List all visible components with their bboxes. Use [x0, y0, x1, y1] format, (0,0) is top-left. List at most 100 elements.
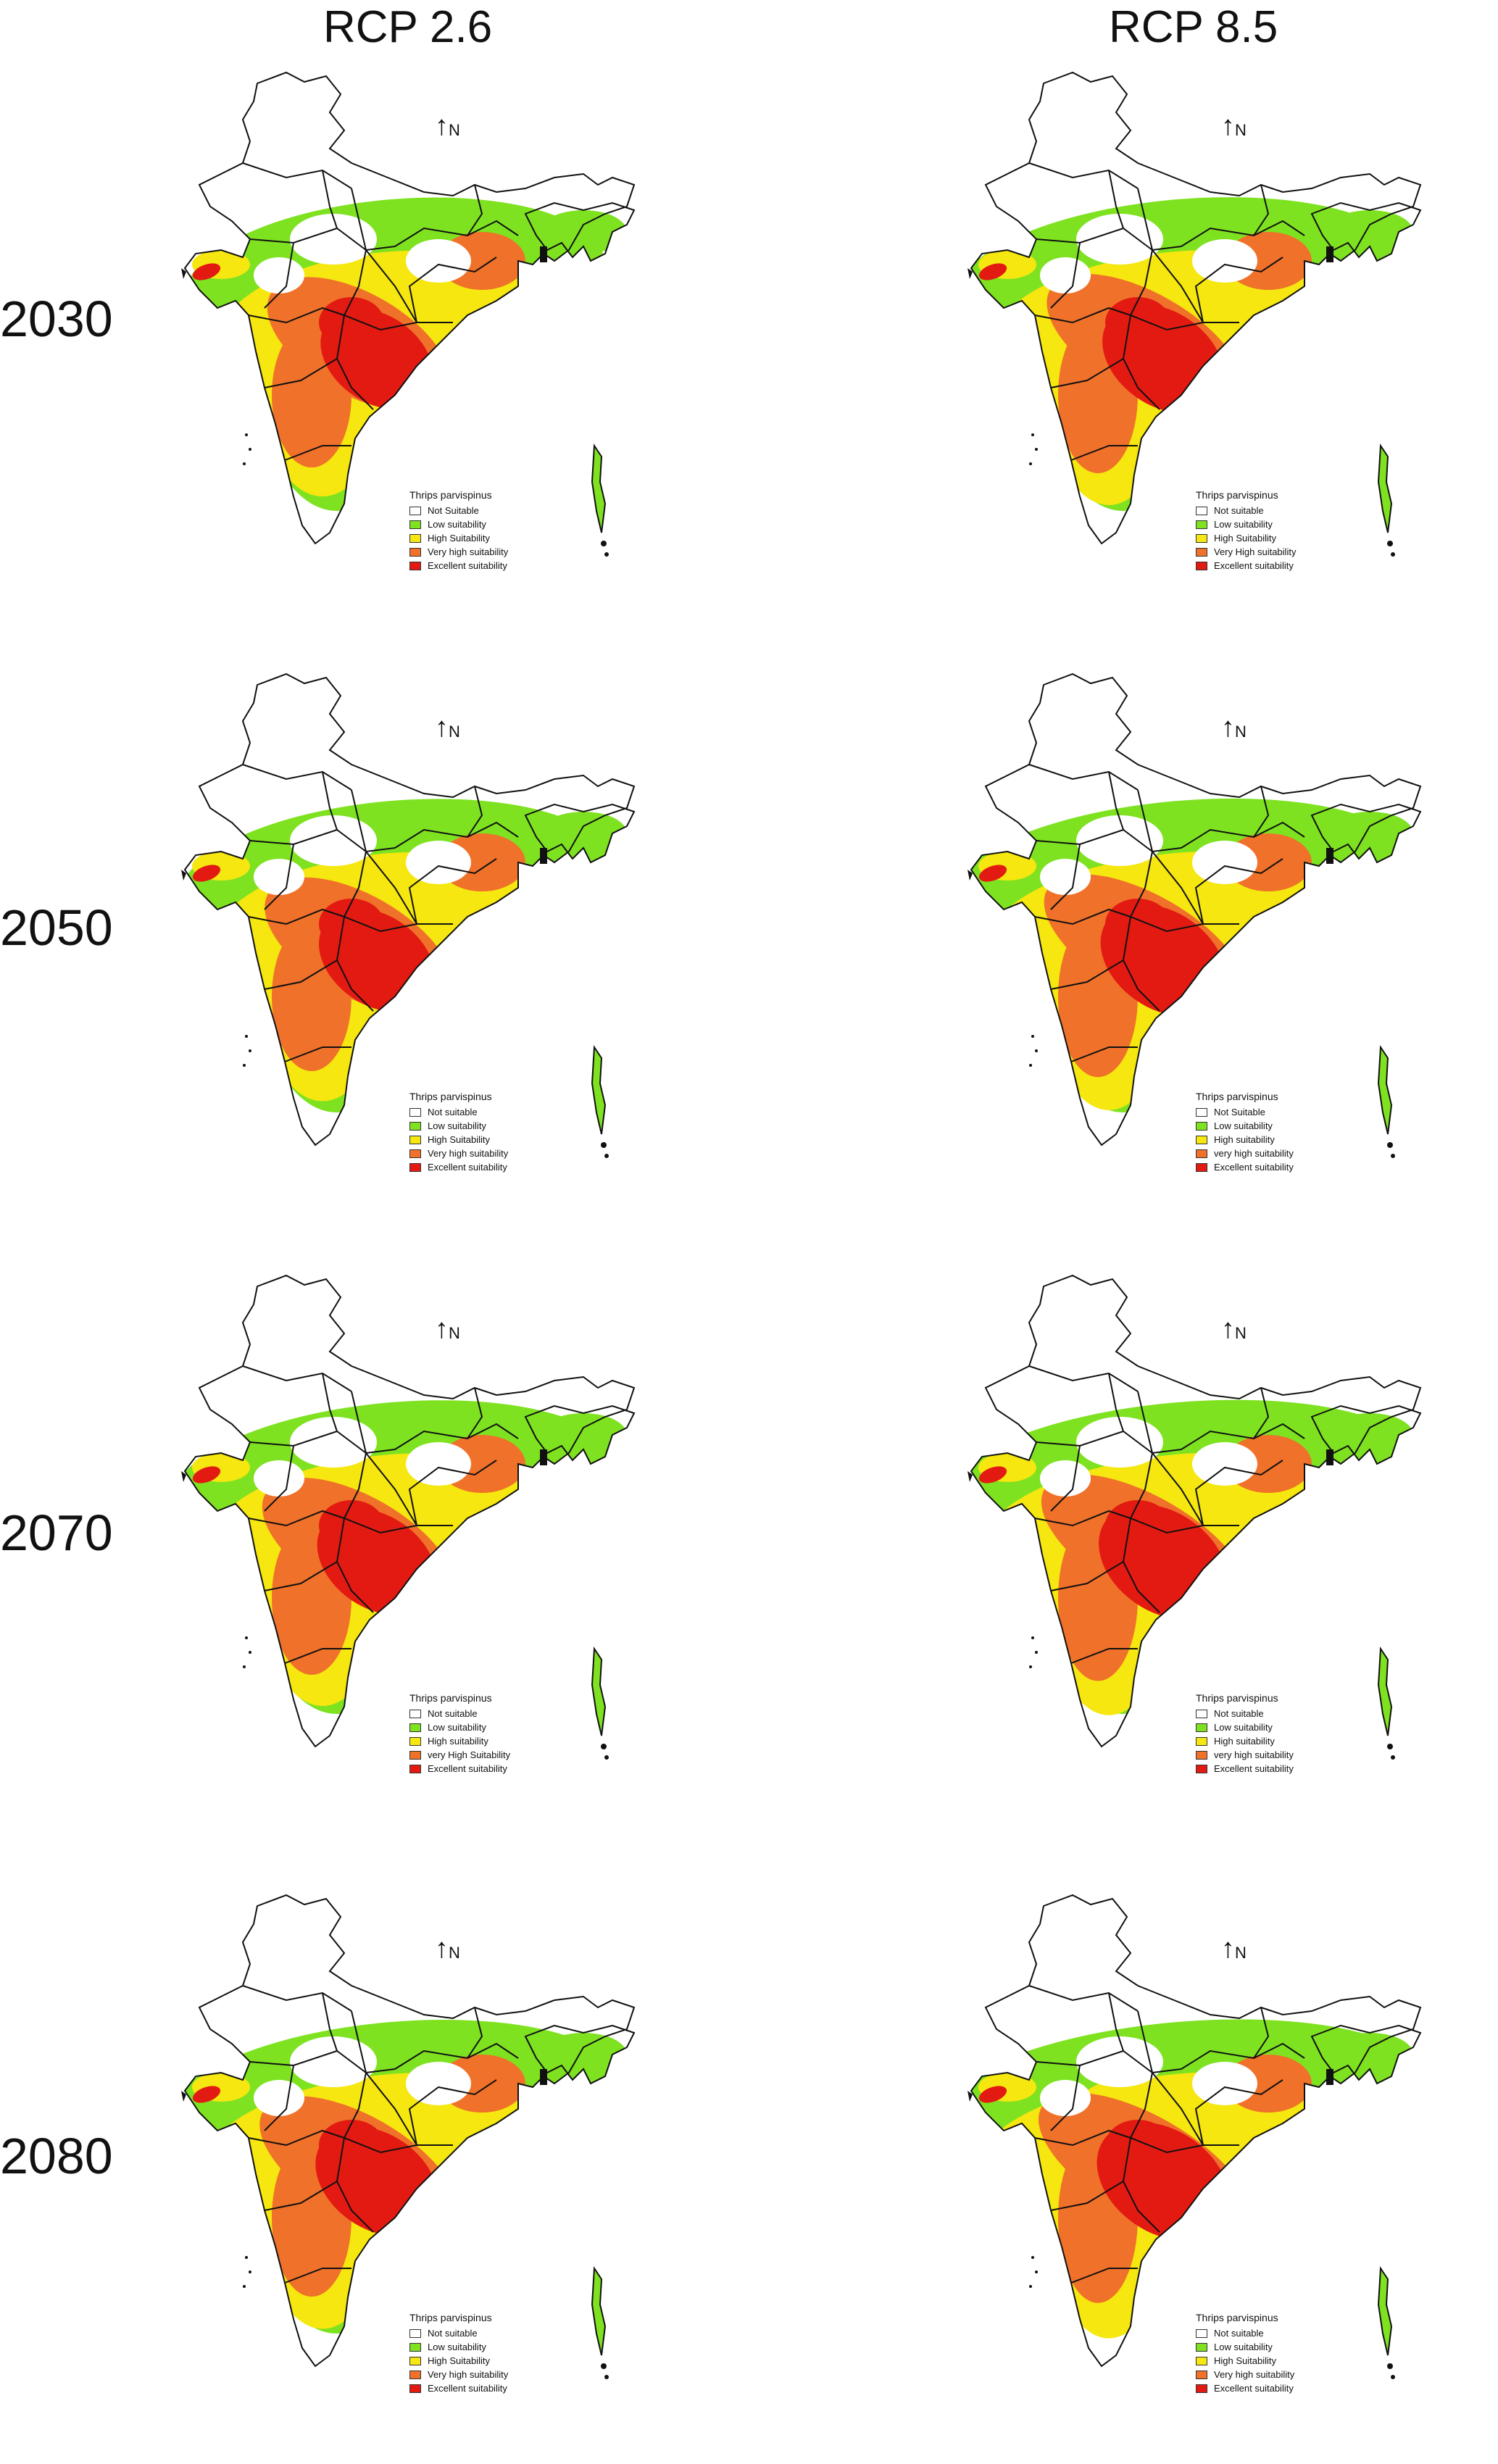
legend-item: very high suitability [1196, 1748, 1294, 1762]
suitability-map [968, 1894, 1422, 2379]
year-label-2080: 2080 [0, 2128, 113, 2184]
north-label: N [1235, 1944, 1247, 1962]
legend-label: Excellent suitability [428, 1162, 507, 1173]
legend-item: Not suitable [1196, 1707, 1294, 1720]
north-arrow: ↑N [435, 714, 460, 741]
north-arrow: ↑N [435, 112, 460, 140]
legend-swatch [1196, 1121, 1207, 1131]
column-title-rcp85: RCP 8.5 [1109, 2, 1278, 52]
legend-title: Thrips parvispinus [1196, 1692, 1278, 1704]
legend-swatch [409, 533, 421, 543]
north-arrow-icon: ↑ [435, 1934, 449, 1964]
legend-item: Not suitable [409, 2326, 508, 2340]
north-arrow: ↑N [435, 1935, 460, 1963]
north-arrow-icon: ↑ [435, 111, 449, 141]
legend-label: Low suitability [428, 1120, 486, 1131]
legend-label: High suitability [428, 1736, 488, 1747]
legend-label: Not suitable [1214, 505, 1264, 516]
legend-label: Low suitability [428, 519, 486, 530]
legend-swatch [409, 1135, 421, 1144]
legend-label: very high suitability [1214, 1749, 1294, 1760]
legend-item: Excellent suitability [409, 559, 508, 573]
legend-swatch [1196, 2370, 1207, 2379]
legend-label: High suitability [1214, 1134, 1275, 1145]
legend-label: Excellent suitability [428, 1763, 507, 1774]
legend-swatch [1196, 2328, 1207, 2338]
legend-swatch [409, 2370, 421, 2379]
legend-swatch [1196, 533, 1207, 543]
legend-title: Thrips parvispinus [409, 2312, 492, 2323]
legend-swatch [409, 1736, 421, 1746]
north-arrow-icon: ↑ [1221, 1314, 1235, 1344]
legend-swatch [1196, 547, 1207, 557]
legend-swatch [409, 561, 421, 570]
legend-label: Low suitability [1214, 519, 1273, 530]
legend-item: High Suitability [409, 531, 508, 545]
suitability-map [968, 673, 1422, 1158]
north-arrow-icon: ↑ [1221, 1934, 1235, 1964]
legend-item: Excellent suitability [409, 2381, 508, 2395]
legend-swatch [1196, 1750, 1207, 1760]
legend-swatch [409, 2328, 421, 2338]
legend-item: Low suitability [409, 517, 508, 531]
legend-swatch [1196, 2384, 1207, 2393]
legend-item: Not suitable [1196, 2326, 1294, 2340]
legend-title: Thrips parvispinus [1196, 489, 1278, 501]
map-legend: Thrips parvispinus Not Suitable Low suitab… [1196, 1091, 1294, 1174]
legend-label: Very high suitability [428, 546, 509, 557]
legend-label: Very high suitability [1214, 2369, 1295, 2380]
map-panel: ↑N Thrips parvispinus Not Suitable Low suit… [964, 670, 1486, 1243]
legend-swatch [1196, 1149, 1207, 1158]
legend-item: Excellent suitability [409, 1762, 510, 1776]
suitability-map [181, 71, 636, 557]
legend-label: Low suitability [1214, 2342, 1273, 2352]
legend-item: High Suitability [409, 2354, 508, 2368]
legend-swatch [409, 1162, 421, 1172]
legend-item: Excellent suitability [1196, 2381, 1294, 2395]
legend-item: Not Suitable [409, 504, 508, 517]
legend-item: High suitability [409, 1734, 510, 1748]
legend-item: Low suitability [1196, 517, 1296, 531]
north-label: N [1235, 1324, 1247, 1342]
legend-swatch [409, 520, 421, 529]
legend-item: Not Suitable [1196, 1105, 1294, 1119]
legend-label: Not suitable [428, 2328, 478, 2339]
legend-item: High Suitability [1196, 2354, 1294, 2368]
legend-swatch [409, 1723, 421, 1732]
north-arrow: ↑N [1221, 714, 1247, 741]
legend-item: Excellent suitability [1196, 1160, 1294, 1174]
legend-swatch [409, 2384, 421, 2393]
legend-title: Thrips parvispinus [409, 1091, 492, 1102]
legend-item: Not suitable [409, 1707, 510, 1720]
legend-item: Low suitability [409, 1720, 510, 1734]
legend-label: Excellent suitability [1214, 1763, 1294, 1774]
map-legend: Thrips parvispinus Not suitable Low suitab… [1196, 489, 1296, 573]
legend-item: Not suitable [409, 1105, 508, 1119]
legend-label: High Suitability [1214, 533, 1276, 544]
legend-swatch [409, 2356, 421, 2365]
map-panel: ↑N Thrips parvispinus Not suitable Low suit… [964, 69, 1486, 641]
legend-label: Not Suitable [428, 505, 479, 516]
suitability-map [181, 673, 636, 1158]
map-panel: ↑N Thrips parvispinus Not suitable Low suit… [178, 670, 699, 1243]
map-legend: Thrips parvispinus Not suitable Low suitab… [409, 2312, 508, 2395]
legend-swatch [1196, 2342, 1207, 2352]
map-panel: ↑N Thrips parvispinus Not suitable Low suit… [178, 1272, 699, 1844]
legend-title: Thrips parvispinus [409, 1692, 492, 1704]
legend-item: Not suitable [1196, 504, 1296, 517]
legend-swatch [1196, 1723, 1207, 1732]
legend-swatch [409, 547, 421, 557]
north-arrow: ↑N [1221, 112, 1247, 140]
map-legend: Thrips parvispinus Not suitable Low suitab… [1196, 2312, 1294, 2395]
legend-swatch [409, 1750, 421, 1760]
north-arrow-icon: ↑ [1221, 111, 1235, 141]
legend-item: Low suitability [1196, 2340, 1294, 2354]
legend-label: Excellent suitability [1214, 1162, 1294, 1173]
map-legend: Thrips parvispinus Not suitable Low suitab… [409, 1091, 508, 1174]
legend-item: High suitability [1196, 1734, 1294, 1748]
year-label-2050: 2050 [0, 899, 113, 956]
legend-item: Low suitability [409, 2340, 508, 2354]
suitability-map [181, 1274, 636, 1760]
north-arrow: ↑N [435, 1315, 460, 1343]
legend-label: Excellent suitability [1214, 560, 1294, 571]
